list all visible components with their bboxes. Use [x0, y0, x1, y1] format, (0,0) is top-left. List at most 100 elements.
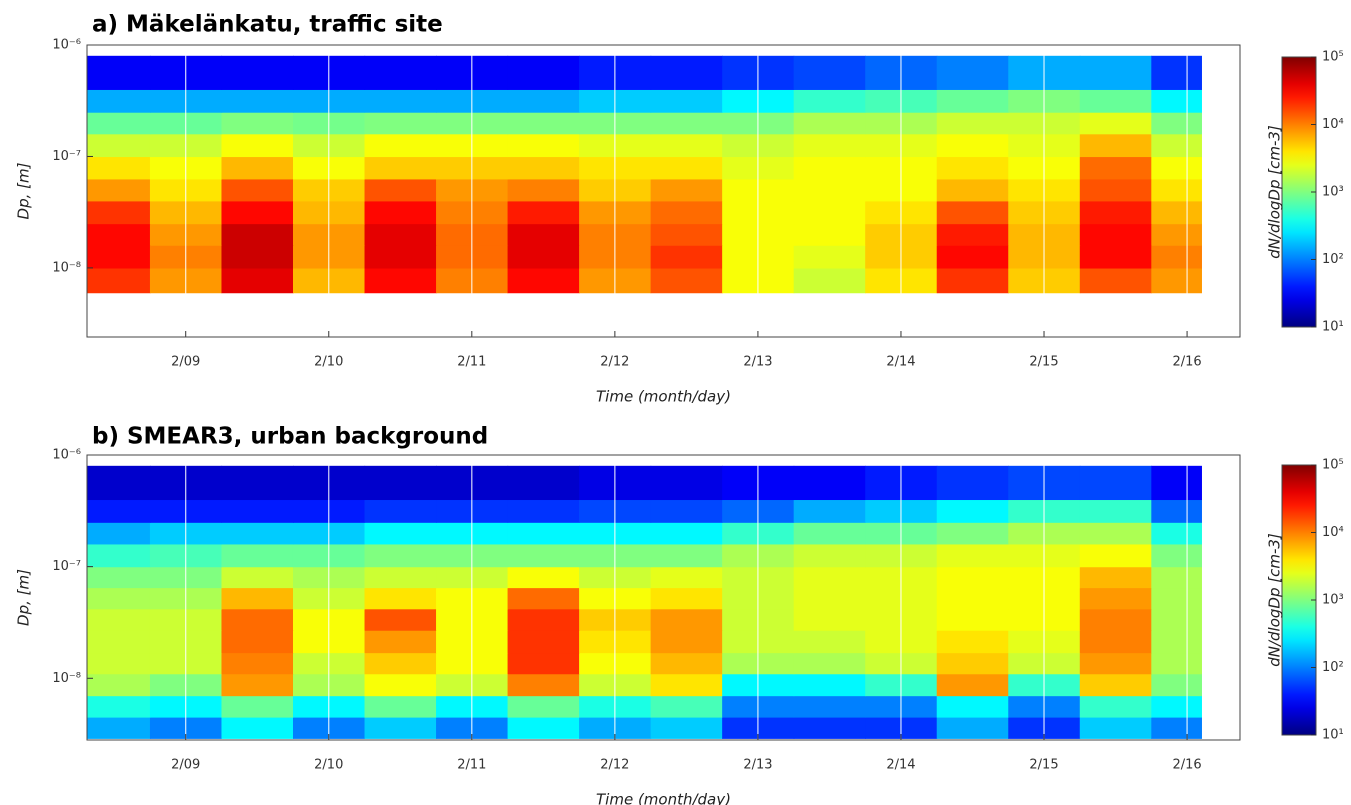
heatmap-cell — [365, 156, 437, 179]
heatmap-cell — [508, 567, 580, 588]
heatmap-cell — [365, 179, 437, 202]
x-tick-label: 2/12 — [600, 758, 629, 773]
heatmap-cell — [794, 56, 866, 90]
heatmap-cell — [365, 89, 437, 112]
colorbar-tick-label: 10¹ — [1322, 320, 1344, 335]
heatmap-cell — [651, 134, 723, 157]
heatmap-cell — [1080, 630, 1152, 653]
heatmap-cell — [221, 499, 293, 522]
heatmap-cell — [365, 201, 437, 224]
heatmap-cell — [937, 588, 1009, 610]
heatmap-cell — [87, 630, 151, 653]
heatmap-cell — [794, 89, 866, 112]
heatmap-cell — [651, 630, 723, 653]
heatmap-cell — [221, 588, 293, 610]
heatmap-cell — [937, 224, 1009, 246]
heatmap-cell — [508, 201, 580, 224]
heatmap-cell — [651, 522, 723, 544]
colorbar-tick-label: 10¹ — [1322, 728, 1344, 743]
heatmap-cell — [365, 653, 437, 675]
heatmap-cell — [221, 522, 293, 544]
x-tick-label: 2/11 — [457, 355, 486, 370]
heatmap-cell — [937, 89, 1009, 112]
heatmap-cell — [794, 268, 866, 293]
heatmap-cell — [794, 179, 866, 202]
x-tick-label: 2/13 — [743, 355, 772, 370]
heatmap-cell — [937, 201, 1009, 224]
heatmap-cell — [87, 544, 151, 567]
heatmap-cell — [794, 717, 866, 739]
colorbar-tick-label: 10⁵ — [1322, 458, 1344, 473]
heatmap-cell — [794, 224, 866, 246]
heatmap-cell — [794, 653, 866, 675]
colorbar-tick-label: 10³ — [1322, 593, 1344, 608]
heatmap-cell — [1080, 466, 1152, 500]
heatmap-cell — [221, 201, 293, 224]
heatmap-cell — [221, 466, 293, 500]
heatmap-cell — [365, 112, 437, 134]
heatmap-cell — [1080, 588, 1152, 610]
heatmap-cell — [937, 717, 1009, 739]
heatmap-cell — [1151, 653, 1202, 675]
heatmap-cell — [1151, 201, 1202, 224]
heatmap-cell — [87, 653, 151, 675]
heatmap-cell — [508, 89, 580, 112]
heatmap-cell — [651, 567, 723, 588]
heatmap-cell — [937, 696, 1009, 718]
heatmap-cell — [365, 717, 437, 739]
heatmap-cell — [651, 245, 723, 268]
heatmap-cell — [651, 609, 723, 631]
heatmap-cell — [1080, 522, 1152, 544]
heatmap-cell — [937, 134, 1009, 157]
heatmap-cell — [1080, 156, 1152, 179]
heatmap-cell — [87, 245, 151, 268]
heatmap-cell — [794, 112, 866, 134]
heatmap-cell — [87, 89, 151, 112]
heatmap-cell — [937, 674, 1009, 697]
heatmap-cell — [651, 224, 723, 246]
heatmap-cell — [87, 609, 151, 631]
panel-title: a) Mäkelänkatu, traffic site — [92, 12, 443, 38]
colorbar-tick-label: 10⁵ — [1322, 50, 1344, 65]
colorbar-tick-label: 10⁴ — [1322, 117, 1344, 132]
heatmap-cell — [1080, 56, 1152, 90]
heatmap-cell — [87, 179, 151, 202]
colorbar-label: dN/dlogDp [cm-3] — [1266, 533, 1284, 667]
colorbar-tick-label: 10⁴ — [1322, 525, 1344, 540]
y-tick-label: 10⁻⁷ — [52, 559, 81, 574]
heatmap-cell — [1080, 112, 1152, 134]
heatmap-cell — [508, 224, 580, 246]
heatmap-cell — [1151, 268, 1202, 293]
heatmap-cell — [1151, 179, 1202, 202]
heatmap-cell — [87, 201, 151, 224]
heatmap-cell — [365, 522, 437, 544]
heatmap-cell — [365, 567, 437, 588]
heatmap-cell — [651, 179, 723, 202]
heatmap-cell — [87, 588, 151, 610]
colorbar-tick-label: 10³ — [1322, 185, 1344, 200]
heatmap-cell — [365, 674, 437, 697]
heatmap-cell — [1080, 544, 1152, 567]
x-tick-label: 2/15 — [1029, 355, 1058, 370]
x-tick-label: 2/15 — [1029, 758, 1058, 773]
heatmap-cell — [794, 134, 866, 157]
heatmap-cell — [221, 567, 293, 588]
heatmap-cell — [221, 544, 293, 567]
heatmap-cell — [1151, 544, 1202, 567]
heatmap-cell — [221, 609, 293, 631]
heatmap-cell — [1080, 245, 1152, 268]
heatmap-cell — [937, 499, 1009, 522]
heatmap-cell — [365, 609, 437, 631]
heatmap-cell — [1080, 134, 1152, 157]
heatmap-cell — [365, 224, 437, 246]
heatmap-cell — [937, 544, 1009, 567]
heatmap-cell — [508, 609, 580, 631]
colorbar-label: dN/dlogDp [cm-3] — [1266, 125, 1284, 259]
y-axis-label: Dp, [m] — [15, 162, 33, 219]
heatmap-cell — [221, 245, 293, 268]
x-tick-label: 2/12 — [600, 355, 629, 370]
heatmap-cell — [937, 466, 1009, 500]
y-tick-label: 10⁻⁶ — [52, 38, 81, 53]
heatmap-cell — [365, 630, 437, 653]
heatmap-cell — [87, 522, 151, 544]
